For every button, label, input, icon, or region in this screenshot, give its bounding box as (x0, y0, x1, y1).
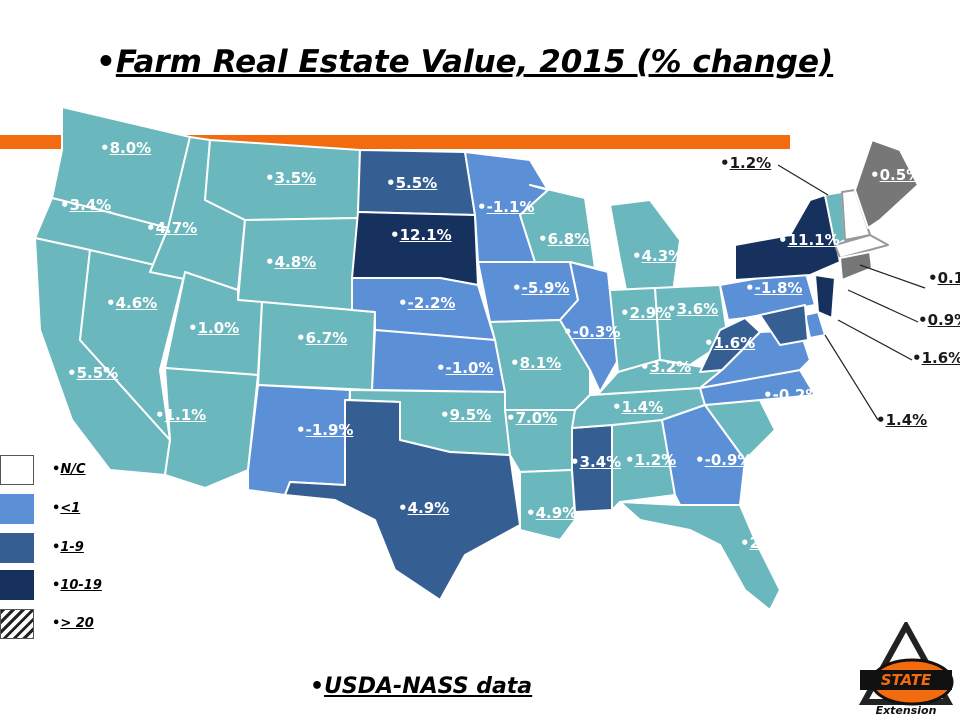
state-label-nc: •-0.2% (763, 386, 821, 404)
source-note: •USDA-NASS data (310, 674, 533, 699)
state-label-ky: •3.2% (640, 358, 692, 376)
callout-label-de: •1.6% (912, 349, 960, 367)
callout-line-de (837, 319, 913, 361)
state-label-ny: •11.1% (778, 231, 840, 249)
legend-swatch-10-19 (0, 570, 34, 600)
state-nm (247, 384, 351, 496)
state-md (759, 304, 809, 346)
state-label-ok: •9.5% (440, 406, 492, 424)
callout-line-ct (859, 264, 926, 289)
callout-label-vt: •1.2% (720, 154, 772, 172)
state-label-id: •4.7% (146, 219, 198, 237)
state-label-nd: •5.5% (386, 174, 438, 192)
state-label-or: •3.4% (60, 196, 112, 214)
callout-line-vt (777, 164, 829, 196)
state-la (519, 469, 576, 541)
state-fl (619, 501, 781, 611)
state-label-nv: •4.6% (106, 294, 158, 312)
legend-swatch-lt1 (0, 494, 34, 524)
state-label-al: •1.2% (625, 451, 677, 469)
state-label-co: •6.7% (296, 329, 348, 347)
state-label-in: •2.9% (620, 304, 672, 322)
state-me (854, 139, 919, 229)
state-label-ut: •1.0% (188, 319, 240, 337)
osu-extension-logo: STATE Extension (858, 622, 954, 717)
state-label-me: •0.5% (870, 166, 915, 184)
state-label-ga: •-0.9% (695, 451, 753, 469)
legend-label-gt20: •> 20 (52, 616, 94, 631)
state-label-il: •-0.3% (563, 323, 621, 341)
state-label-ne: •-2.2% (398, 294, 456, 312)
state-label-wy: •4.8% (265, 253, 317, 271)
state-label-tn: •1.4% (612, 398, 664, 416)
state-label-wa: •8.0% (100, 139, 152, 157)
state-label-mn: •-1.1% (477, 198, 535, 216)
legend-swatch-1-9 (0, 533, 34, 563)
state-wi (519, 184, 596, 269)
legend-label-1-9: •1-9 (52, 540, 84, 555)
callout-label-nj: •0.9% (918, 311, 960, 329)
state-label-ar: •7.0% (506, 409, 558, 427)
state-label-wv: •1.6% (704, 334, 756, 352)
state-nj (814, 274, 836, 319)
state-tx (284, 399, 521, 601)
legend-label-10-19: •10-19 (52, 578, 102, 593)
state-label-nm: •-1.9% (296, 421, 354, 439)
state-label-ia: •-5.9% (512, 279, 570, 297)
state-az (164, 367, 259, 489)
state-label-ca: •5.5% (67, 364, 119, 382)
map-title: •Farm Real Estate Value, 2015 (% change) (96, 44, 834, 80)
state-label-tx: •4.9% (398, 499, 450, 517)
state-label-sd: •12.1% (390, 226, 452, 244)
legend-label-nc: •N/C (52, 462, 86, 477)
callout-label-ct: •0.1% (928, 269, 960, 287)
callout-line-md (824, 334, 879, 421)
state-label-ms: •3.4% (570, 453, 622, 471)
state-label-oh: •3.6% (667, 300, 719, 318)
state-label-ks: •-1.0% (436, 359, 494, 377)
svg-text:STATE: STATE (881, 671, 932, 689)
state-label-az: •1.1% (155, 406, 207, 424)
legend-label-lt1: •<1 (52, 501, 81, 516)
state-ma (834, 234, 889, 259)
state-label-mi: •4.3% (632, 247, 684, 265)
legend-swatch-gt20 (0, 609, 34, 639)
state-label-wi: •6.8% (538, 230, 590, 248)
state-label-fl: •2.9% (740, 534, 792, 552)
state-sd (351, 211, 479, 286)
state-label-pa: •-1.8% (745, 279, 803, 297)
svg-text:Extension: Extension (876, 704, 937, 717)
legend-swatch-nc (0, 455, 34, 485)
state-label-mt: •3.5% (265, 169, 317, 187)
callout-line-nj (847, 289, 919, 323)
state-wv (699, 317, 761, 373)
state-ct (839, 251, 873, 281)
callout-label-md: •1.4% (876, 411, 928, 429)
state-label-la: •4.9% (526, 504, 578, 522)
state-label-mo: •8.1% (510, 354, 562, 372)
